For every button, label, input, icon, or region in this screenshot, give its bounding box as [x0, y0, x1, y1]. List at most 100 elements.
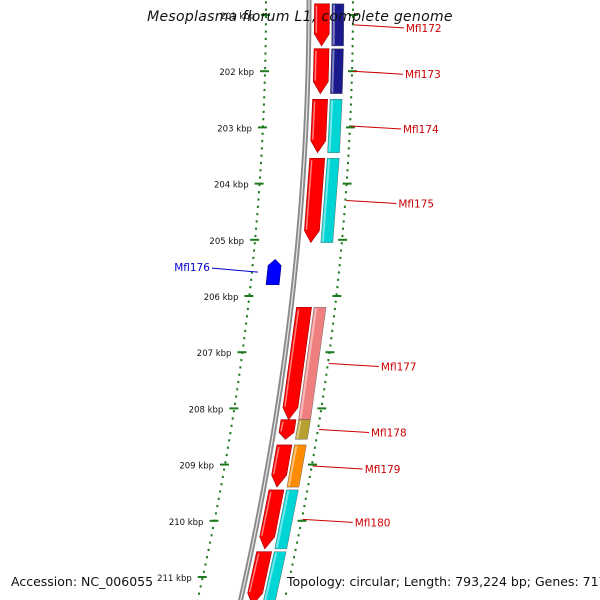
- inner-scale-dot: [264, 45, 267, 48]
- outer-scale-dot: [324, 380, 327, 384]
- gene-label-mfl174: Mfl174: [403, 124, 439, 136]
- cog-highlight: [296, 420, 302, 439]
- inner-scale-dot: [221, 475, 224, 478]
- cog-highlight: [328, 100, 334, 152]
- outer-scale-dot: [297, 534, 300, 537]
- outer-scale-dot: [351, 37, 354, 40]
- outer-scale-dot: [351, 1, 354, 4]
- outer-scale-dot: [303, 505, 306, 508]
- outer-scale-dot: [342, 220, 345, 223]
- label-leader: [318, 428, 369, 433]
- outer-scale-dot: [323, 388, 326, 391]
- outer-scale-dot: [339, 256, 342, 259]
- outer-scale-dot: [307, 483, 310, 486]
- inner-scale-dot: [199, 585, 202, 588]
- outer-scale-dot: [351, 23, 354, 26]
- kbp-label: 202 kbp: [219, 68, 254, 78]
- inner-scale-dot: [198, 592, 201, 595]
- inner-scale-dot: [244, 329, 247, 332]
- outer-scale-dot: [348, 140, 351, 143]
- inner-scale-dot: [263, 81, 266, 84]
- outer-scale-dot: [325, 373, 328, 376]
- cog-highlight: [275, 490, 290, 549]
- outer-scale-dot: [332, 322, 335, 325]
- inner-scale-dot: [219, 490, 222, 493]
- inner-scale-dot: [249, 286, 252, 289]
- outer-scale-dot: [299, 526, 302, 530]
- gene-label-mfl173: Mfl173: [405, 69, 441, 81]
- inner-scale-dot: [225, 453, 228, 457]
- map-title: Mesoplasma florum L1, complete genome: [147, 9, 453, 25]
- inner-scale-dot: [201, 578, 204, 581]
- outer-scale-dot: [344, 191, 347, 194]
- cds-highlight: [248, 553, 260, 593]
- outer-scale-dot: [340, 249, 343, 252]
- inner-scale-dot: [262, 103, 265, 106]
- inner-scale-dot: [232, 410, 235, 413]
- inner-scale-dot: [246, 307, 249, 311]
- inner-scale-dot: [264, 8, 267, 11]
- inner-scale-dot: [226, 446, 229, 449]
- outer-scale-dot: [321, 402, 324, 405]
- cog-highlight: [264, 552, 278, 600]
- gene-tracks: [247, 3, 345, 600]
- inner-scale-dot: [262, 110, 265, 113]
- outer-scale-dot: [285, 592, 288, 595]
- inner-scale-dot: [262, 118, 265, 121]
- forward-cds-arrow: [310, 99, 328, 154]
- cds-highlight: [260, 491, 272, 537]
- outer-scale-dot: [343, 213, 346, 216]
- inner-scale-dot: [260, 147, 263, 150]
- cog-highlight: [299, 308, 318, 419]
- outer-scale-dot: [346, 176, 349, 179]
- outer-scale-dot: [334, 300, 337, 303]
- label-leader: [353, 70, 404, 75]
- outer-scale-dot: [326, 366, 329, 369]
- inner-scale-dot: [230, 424, 233, 427]
- inner-scale-dot: [264, 23, 267, 26]
- inner-scale-dot: [263, 74, 266, 77]
- inner-scale-dot: [246, 315, 249, 318]
- outer-scale-dot: [345, 183, 348, 186]
- outer-scale-dot: [351, 45, 354, 48]
- inner-scale-dot: [259, 169, 262, 172]
- inner-scale-dot: [264, 15, 267, 19]
- inner-scale-dot: [223, 468, 226, 471]
- label-leader: [211, 267, 258, 273]
- gene-label-mfl180: Mfl180: [355, 517, 391, 529]
- outer-scale-dot: [351, 52, 354, 55]
- kbp-label: 209 kbp: [179, 462, 214, 472]
- cds-highlight: [272, 446, 280, 475]
- inner-scale-dot: [264, 37, 267, 40]
- forward-cds-arrow: [304, 158, 326, 244]
- inner-scale-dot: [259, 176, 262, 179]
- inner-scale-dot: [229, 432, 232, 435]
- forward-cds-arrow: [259, 489, 285, 550]
- inner-scale-dot: [204, 563, 207, 566]
- inner-scale-dot: [248, 293, 251, 296]
- outer-scale-dot: [351, 15, 354, 19]
- inner-scale-dot: [228, 439, 231, 442]
- outer-scale-dot: [347, 154, 350, 157]
- scale-ticks: 201 kbp 202 kbp 203 kbp 204 kbp 205 kbp 206 k…: [157, 1, 358, 600]
- outer-scale-dot: [340, 242, 343, 245]
- inner-scale-dot: [220, 483, 223, 486]
- gene-labels: Mfl172 Mfl173 Mfl174 Mfl175 Mfl176 Mfl177 Mfl1…: [174, 23, 441, 530]
- cds-highlight: [305, 160, 313, 230]
- outer-scale-dot: [315, 439, 318, 442]
- outer-scale-dot: [319, 410, 322, 413]
- gene-label-mfl175: Mfl175: [398, 198, 434, 210]
- backbone-inner-line: [239, 0, 310, 600]
- outer-scale-dot: [318, 417, 321, 420]
- cog-block: [286, 444, 307, 488]
- forward-cds-arrow: [282, 306, 312, 421]
- inner-scale-dot: [245, 322, 248, 325]
- label-leader: [312, 465, 363, 470]
- genome-backbone: [238, 0, 312, 600]
- gene-label-mfl172: Mfl172: [406, 23, 442, 35]
- outer-scale-dot: [349, 118, 352, 121]
- forward-cds-arrow: [278, 419, 297, 440]
- inner-scale-dot: [206, 556, 209, 559]
- inner-scale-dot: [256, 213, 259, 216]
- label-leader: [346, 199, 397, 204]
